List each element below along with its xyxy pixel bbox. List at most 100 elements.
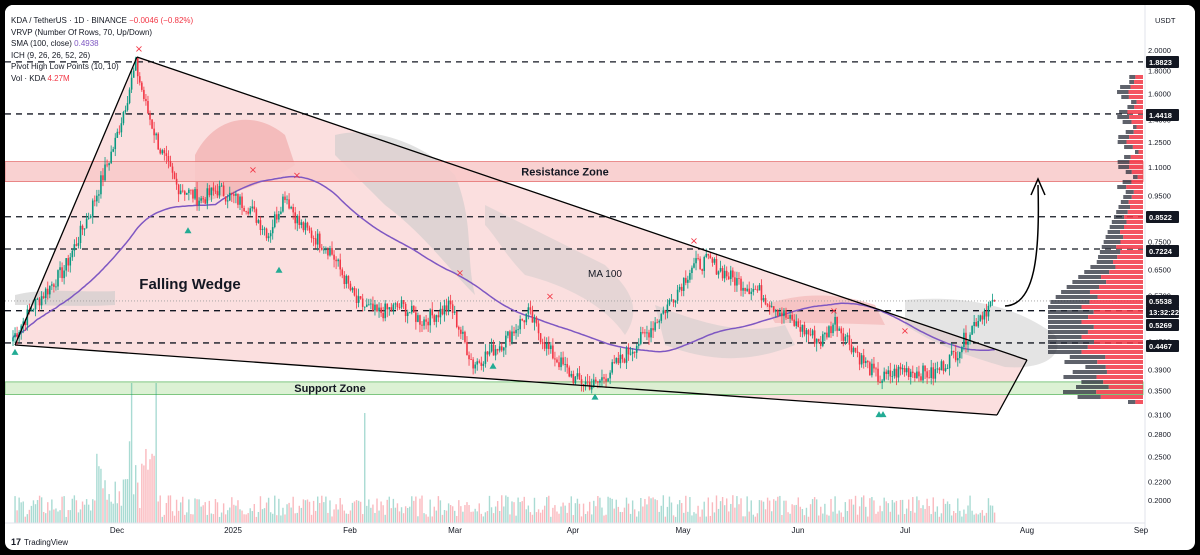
volume-bar <box>781 514 783 523</box>
volume-profile-bar <box>1109 225 1124 229</box>
legend-pivots[interactable]: Pivot High Low Points (10, 10) <box>11 62 119 71</box>
volume-bar <box>175 499 178 523</box>
volume-bar <box>844 502 847 523</box>
volume-bar <box>198 499 200 523</box>
volume-bar <box>92 499 94 523</box>
candle-body <box>862 355 865 364</box>
volume-bar <box>760 500 763 523</box>
volume-bar <box>341 504 343 523</box>
candle-body <box>196 189 198 206</box>
volume-bar <box>327 512 329 523</box>
candle-body <box>625 348 628 363</box>
candle-body <box>300 222 303 226</box>
wedge-line <box>14 344 998 416</box>
volume-bar <box>32 500 35 523</box>
candle-body <box>640 331 642 344</box>
volume-profile-bar <box>1048 345 1088 349</box>
volume-profile-bar <box>1103 240 1121 244</box>
volume-bar <box>672 515 675 523</box>
candle-body <box>907 368 910 377</box>
candle-body <box>807 330 810 335</box>
volume-profile-bar <box>1131 100 1137 104</box>
volume-profile-bar <box>1048 305 1082 309</box>
candle-body <box>936 368 939 370</box>
legend-symbol-row[interactable]: KDA / TetherUS · 1D · BINANCE −0.0046 (−… <box>11 15 193 27</box>
volume-bar <box>141 463 143 523</box>
candle-body <box>860 355 863 365</box>
volume-profile-bar <box>1096 390 1143 394</box>
legend-vrvp[interactable]: VRVP (Number Of Rows, 70, Up/Down) <box>11 27 153 37</box>
volume-bar <box>515 515 517 523</box>
candle-body <box>75 244 78 246</box>
candle-body <box>435 315 438 322</box>
candle-body <box>235 193 237 196</box>
price-tick-label: 2.0000 <box>1148 46 1171 55</box>
candle-body <box>601 377 603 381</box>
candle-body <box>153 128 155 136</box>
volume-bar <box>517 497 519 523</box>
volume-bar <box>572 515 575 523</box>
volume-bar <box>713 512 716 523</box>
volume-bar <box>147 469 149 523</box>
candle-body <box>496 349 499 351</box>
candle-body <box>77 242 80 246</box>
volume-bar <box>114 481 116 523</box>
tradingview-logo[interactable]: 17 TradingView <box>11 537 68 547</box>
price-label-text: 0.7224 <box>1149 247 1173 256</box>
volume-bar <box>427 516 429 523</box>
legend-ichimoku[interactable]: ICH (9, 26, 26, 52, 26) <box>11 50 91 60</box>
candle-body <box>61 267 63 279</box>
candle-body <box>535 317 538 324</box>
volume-bar <box>61 496 63 523</box>
volume-bar <box>893 502 896 523</box>
candle-body <box>570 373 573 377</box>
volume-profile-bar <box>1048 340 1094 344</box>
price-chart[interactable]: Resistance Zone Support Zone × × × × × × × × Falli… <box>5 5 1195 550</box>
price-axis-currency: USDT <box>1155 16 1176 25</box>
candle-body <box>556 359 558 363</box>
volume-bar <box>793 505 795 523</box>
volume-bar <box>832 511 834 523</box>
volume-bar <box>382 505 384 523</box>
volume-bar <box>570 496 572 523</box>
candle-body <box>719 268 722 272</box>
legend-volume-row[interactable]: Vol · KDA 4.27M <box>11 73 193 85</box>
candle-body <box>897 366 900 378</box>
volume-bar <box>42 511 45 523</box>
candle-body <box>415 312 417 322</box>
candle-body <box>179 190 182 195</box>
pivot-low-marker <box>591 393 599 400</box>
volume-profile-bar <box>1134 105 1143 109</box>
volume-bar <box>323 502 325 523</box>
volume-bar <box>167 495 170 523</box>
volume-bar <box>897 514 900 523</box>
candle-body <box>772 306 775 312</box>
candle-body <box>727 276 730 280</box>
candle-body <box>63 270 65 279</box>
volume-bar <box>842 516 844 523</box>
candle-body <box>278 213 280 220</box>
volume-bar <box>325 496 327 523</box>
candle-body <box>648 332 650 338</box>
candle-body <box>255 209 258 223</box>
candle-body <box>494 349 497 356</box>
volume-profile-bar <box>1119 110 1128 114</box>
candle-body <box>370 303 372 305</box>
candle-body <box>476 361 479 365</box>
candle-body <box>134 58 137 71</box>
candle-body <box>590 385 593 390</box>
legend-sma-row[interactable]: SMA (100, close) 0.4938 <box>11 38 193 50</box>
volume-bar <box>693 512 695 523</box>
volume-bar <box>466 502 468 523</box>
candle-body <box>983 311 986 320</box>
time-tick-label: Jul <box>900 526 910 535</box>
volume-bar <box>666 506 669 523</box>
candle-body <box>844 336 847 341</box>
candle-body <box>271 227 274 234</box>
candle-body <box>674 300 677 303</box>
pivot-low-marker <box>275 266 283 273</box>
candle-body <box>901 368 904 370</box>
volume-bar <box>380 501 382 523</box>
candle-body <box>914 373 916 379</box>
volume-profile-bar <box>1117 115 1130 119</box>
